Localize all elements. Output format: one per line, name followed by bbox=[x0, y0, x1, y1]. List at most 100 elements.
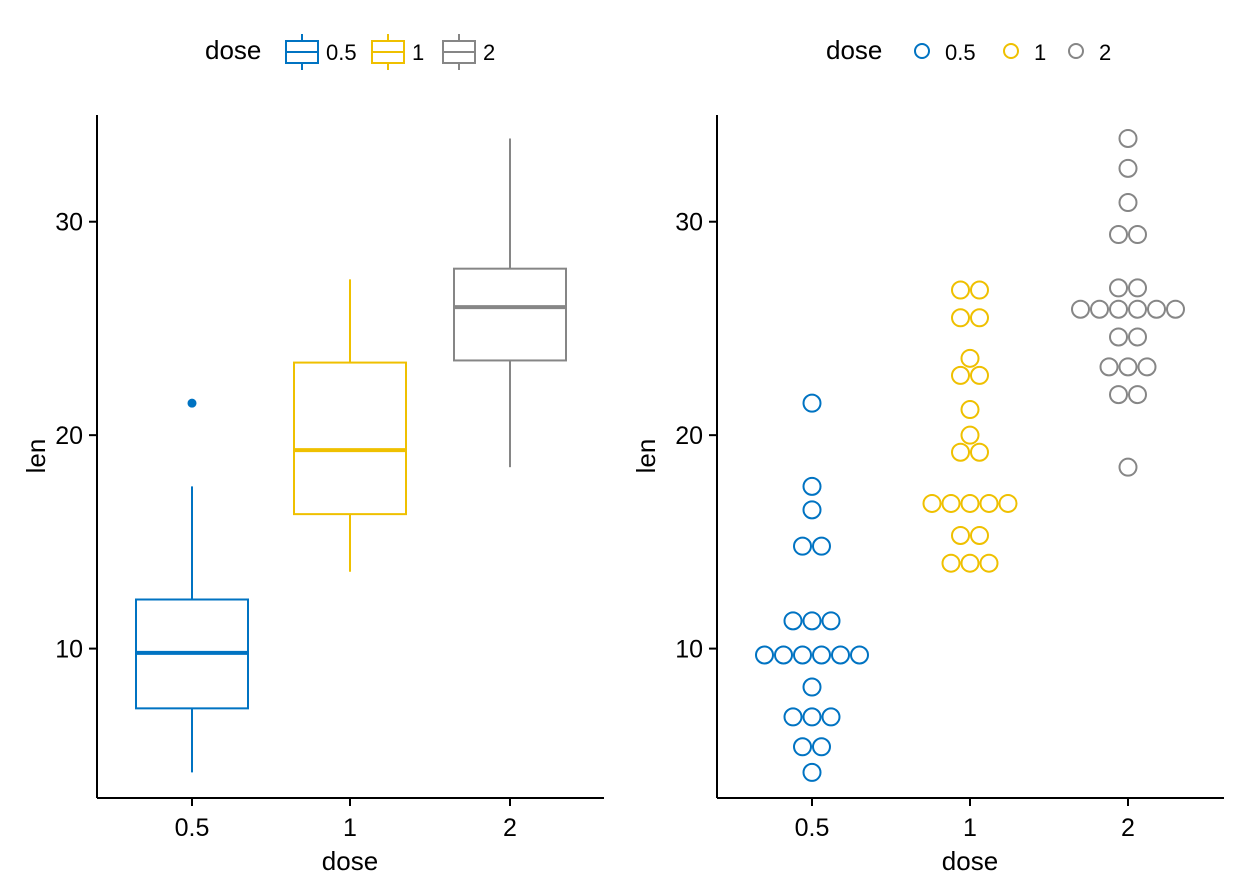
boxplot-x-tick-label: 0.5 bbox=[175, 814, 210, 842]
dot-point bbox=[951, 308, 970, 328]
dotplot-legend-key-circle-icon bbox=[914, 43, 930, 59]
dot-point bbox=[951, 525, 970, 545]
dot-point bbox=[802, 611, 822, 631]
boxplot-legend-label: 1 bbox=[412, 40, 424, 65]
dot-series-1 bbox=[922, 280, 1018, 573]
box-1 bbox=[293, 279, 407, 572]
dotplot-x-tick-label: 1 bbox=[963, 814, 977, 842]
boxplot-legend-items: 0.5 1 2 bbox=[285, 34, 495, 70]
boxplot-legend-key-box-icon bbox=[285, 34, 319, 70]
dot-point bbox=[802, 762, 822, 782]
box-body bbox=[293, 361, 407, 516]
dotplot-x-ticks: 0.5 1 2 bbox=[795, 798, 1135, 842]
dot-point bbox=[941, 553, 961, 573]
box-0.5 bbox=[135, 398, 249, 773]
dot-point bbox=[960, 493, 980, 513]
dotplot-y-tick-label: 10 bbox=[675, 636, 703, 664]
dot-point bbox=[922, 493, 942, 513]
dotplot-legend-title: dose bbox=[826, 35, 882, 65]
boxplot-x-tick-label: 2 bbox=[503, 814, 517, 842]
dot-point bbox=[774, 645, 793, 665]
boxplot-x-tick-label: 1 bbox=[343, 814, 357, 842]
dot-series-0.5 bbox=[755, 393, 869, 782]
dot-point bbox=[812, 737, 831, 757]
dot-point bbox=[1109, 299, 1128, 319]
boxplot-x-ticks: 0.5 1 2 bbox=[175, 798, 517, 842]
dot-point bbox=[941, 493, 961, 513]
dot-point bbox=[793, 737, 812, 757]
dotplot-legend-label: 2 bbox=[1099, 40, 1111, 65]
dot-point bbox=[802, 500, 822, 520]
dot-point bbox=[812, 536, 831, 556]
dot-point bbox=[1109, 385, 1128, 405]
boxplot-y-tick-label: 30 bbox=[55, 209, 83, 237]
dot-point bbox=[802, 476, 822, 496]
dot-point bbox=[979, 553, 999, 573]
boxplot-panel: dose 0.5 1 2 10 20 30 0.5 1 2 dose len bbox=[21, 34, 604, 876]
boxplot-plot-area bbox=[135, 138, 567, 773]
dotplot-legend-key-circle-icon bbox=[1068, 43, 1084, 59]
boxplot-legend-key-box-icon bbox=[371, 34, 405, 70]
dot-point bbox=[1099, 357, 1119, 377]
dot-point bbox=[998, 493, 1018, 513]
dotplot-panel: dose 0.5 1 2 10 20 30 0.5 1 2 dose len bbox=[631, 35, 1224, 876]
dot-point bbox=[960, 425, 980, 445]
dot-point bbox=[1166, 299, 1185, 319]
dot-point bbox=[1109, 225, 1128, 245]
boxplot-legend: dose 0.5 1 2 bbox=[205, 34, 495, 70]
dot-point bbox=[1128, 385, 1147, 405]
dotplot-legend-label: 1 bbox=[1034, 40, 1046, 65]
dot-point bbox=[1109, 278, 1128, 298]
dotplot-legend-key-circle-icon bbox=[1003, 43, 1019, 59]
boxplot-y-tick-label: 20 bbox=[55, 422, 83, 450]
dot-point bbox=[1137, 357, 1157, 377]
dotplot-legend-item: 1 bbox=[1003, 40, 1046, 65]
dotplot-legend: dose 0.5 1 2 bbox=[826, 35, 1111, 65]
boxplot-legend-item: 0.5 bbox=[285, 34, 357, 70]
box-outlier bbox=[187, 398, 197, 408]
dotplot-legend-label: 0.5 bbox=[945, 40, 976, 65]
dotplot-legend-item: 0.5 bbox=[914, 40, 976, 65]
dot-point bbox=[802, 677, 822, 697]
boxplot-y-tick-label: 10 bbox=[55, 636, 83, 664]
dot-point bbox=[970, 525, 989, 545]
dot-point bbox=[783, 707, 803, 727]
dot-point bbox=[970, 280, 989, 300]
dot-point bbox=[755, 645, 774, 665]
dotplot-y-axis-label: len bbox=[631, 439, 661, 474]
dotplot-legend-item: 2 bbox=[1068, 40, 1111, 65]
dot-point bbox=[951, 442, 970, 462]
dot-point bbox=[951, 365, 970, 385]
dot-point bbox=[1128, 299, 1147, 319]
dot-point bbox=[1128, 327, 1147, 347]
boxplot-legend-label: 0.5 bbox=[326, 40, 357, 65]
dot-point bbox=[850, 645, 869, 665]
dot-point bbox=[1118, 457, 1138, 477]
dot-point bbox=[831, 645, 850, 665]
dot-point bbox=[821, 611, 841, 631]
dot-point bbox=[1109, 327, 1128, 347]
dot-point bbox=[960, 553, 980, 573]
box-body bbox=[453, 267, 567, 362]
dot-point bbox=[951, 280, 970, 300]
boxplot-y-axis-label: len bbox=[21, 439, 51, 474]
dotplot-x-tick-label: 2 bbox=[1121, 814, 1135, 842]
dot-point bbox=[821, 707, 841, 727]
dotplot-legend-items: 0.5 1 2 bbox=[914, 40, 1111, 65]
dot-point bbox=[793, 536, 812, 556]
dot-series-2 bbox=[1071, 128, 1185, 477]
dot-point bbox=[979, 493, 999, 513]
dot-point bbox=[793, 645, 812, 665]
boxplot-x-axis-label: dose bbox=[322, 846, 378, 876]
dot-point bbox=[812, 645, 831, 665]
boxplot-legend-item: 1 bbox=[371, 34, 424, 70]
dot-point bbox=[783, 611, 803, 631]
dot-point bbox=[970, 442, 989, 462]
boxplot-y-ticks: 10 20 30 bbox=[55, 209, 97, 664]
dot-point bbox=[1147, 299, 1166, 319]
dot-point bbox=[1128, 278, 1147, 298]
dot-point bbox=[970, 365, 989, 385]
boxplot-legend-key-box-icon bbox=[442, 34, 476, 70]
boxplot-legend-item: 2 bbox=[442, 34, 495, 70]
